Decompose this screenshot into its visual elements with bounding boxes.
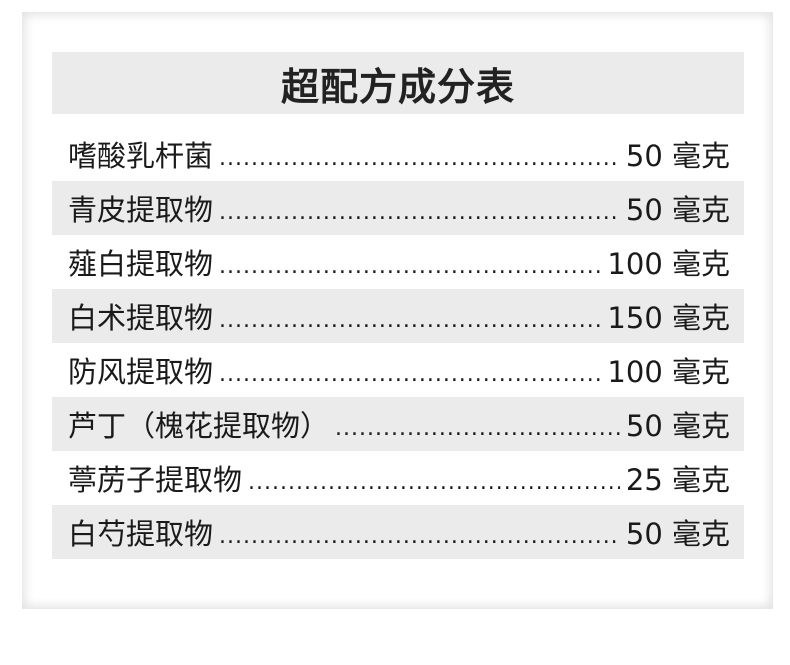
list-item: 白术提取物...................................… xyxy=(52,289,744,343)
page-title: 超配方成分表 xyxy=(52,52,744,114)
list-item: 白芍提取物...................................… xyxy=(52,505,744,559)
ingredient-name: 芦丁（槐花提取物） xyxy=(68,409,330,443)
ingredient-name: 白芍提取物 xyxy=(68,517,214,551)
list-item: 葶苈子提取物..................................… xyxy=(52,451,744,505)
ingredient-name: 白术提取物 xyxy=(68,301,214,335)
ingredient-amount: 25 毫克 xyxy=(625,463,730,497)
ingredient-amount: 100 毫克 xyxy=(607,247,730,281)
dot-leader: ........................................… xyxy=(248,469,620,495)
list-item: 青皮提取物...................................… xyxy=(52,181,744,235)
dot-leader: ........................................… xyxy=(219,145,620,171)
ingredient-name: 青皮提取物 xyxy=(68,193,214,227)
dot-leader: ........................................… xyxy=(219,199,620,225)
ingredient-name: 葶苈子提取物 xyxy=(68,463,243,497)
ingredient-name: 防风提取物 xyxy=(68,355,214,389)
ingredient-amount: 50 毫克 xyxy=(625,139,730,173)
ingredient-amount: 50 毫克 xyxy=(625,193,730,227)
ingredient-amount: 50 毫克 xyxy=(625,409,730,443)
ingredient-name: 嗜酸乳杆菌 xyxy=(68,139,214,173)
ingredient-amount: 50 毫克 xyxy=(625,517,730,551)
list-item: 嗜酸乳杆菌...................................… xyxy=(52,127,744,181)
ingredient-amount: 100 毫克 xyxy=(607,355,730,389)
list-item: 防风提取物...................................… xyxy=(52,343,744,397)
ingredient-name: 薤白提取物 xyxy=(68,247,214,281)
dot-leader: ........................................… xyxy=(219,361,602,387)
list-item: 薤白提取物...................................… xyxy=(52,235,744,289)
ingredient-list: 嗜酸乳杆菌...................................… xyxy=(52,127,744,559)
dot-leader: ........................................… xyxy=(219,307,602,333)
dot-leader: ........................................… xyxy=(219,523,620,549)
list-item: 芦丁（槐花提取物）...............................… xyxy=(52,397,744,451)
dot-leader: ........................................… xyxy=(335,415,620,441)
ingredient-amount: 150 毫克 xyxy=(607,301,730,335)
dot-leader: ........................................… xyxy=(219,253,602,279)
